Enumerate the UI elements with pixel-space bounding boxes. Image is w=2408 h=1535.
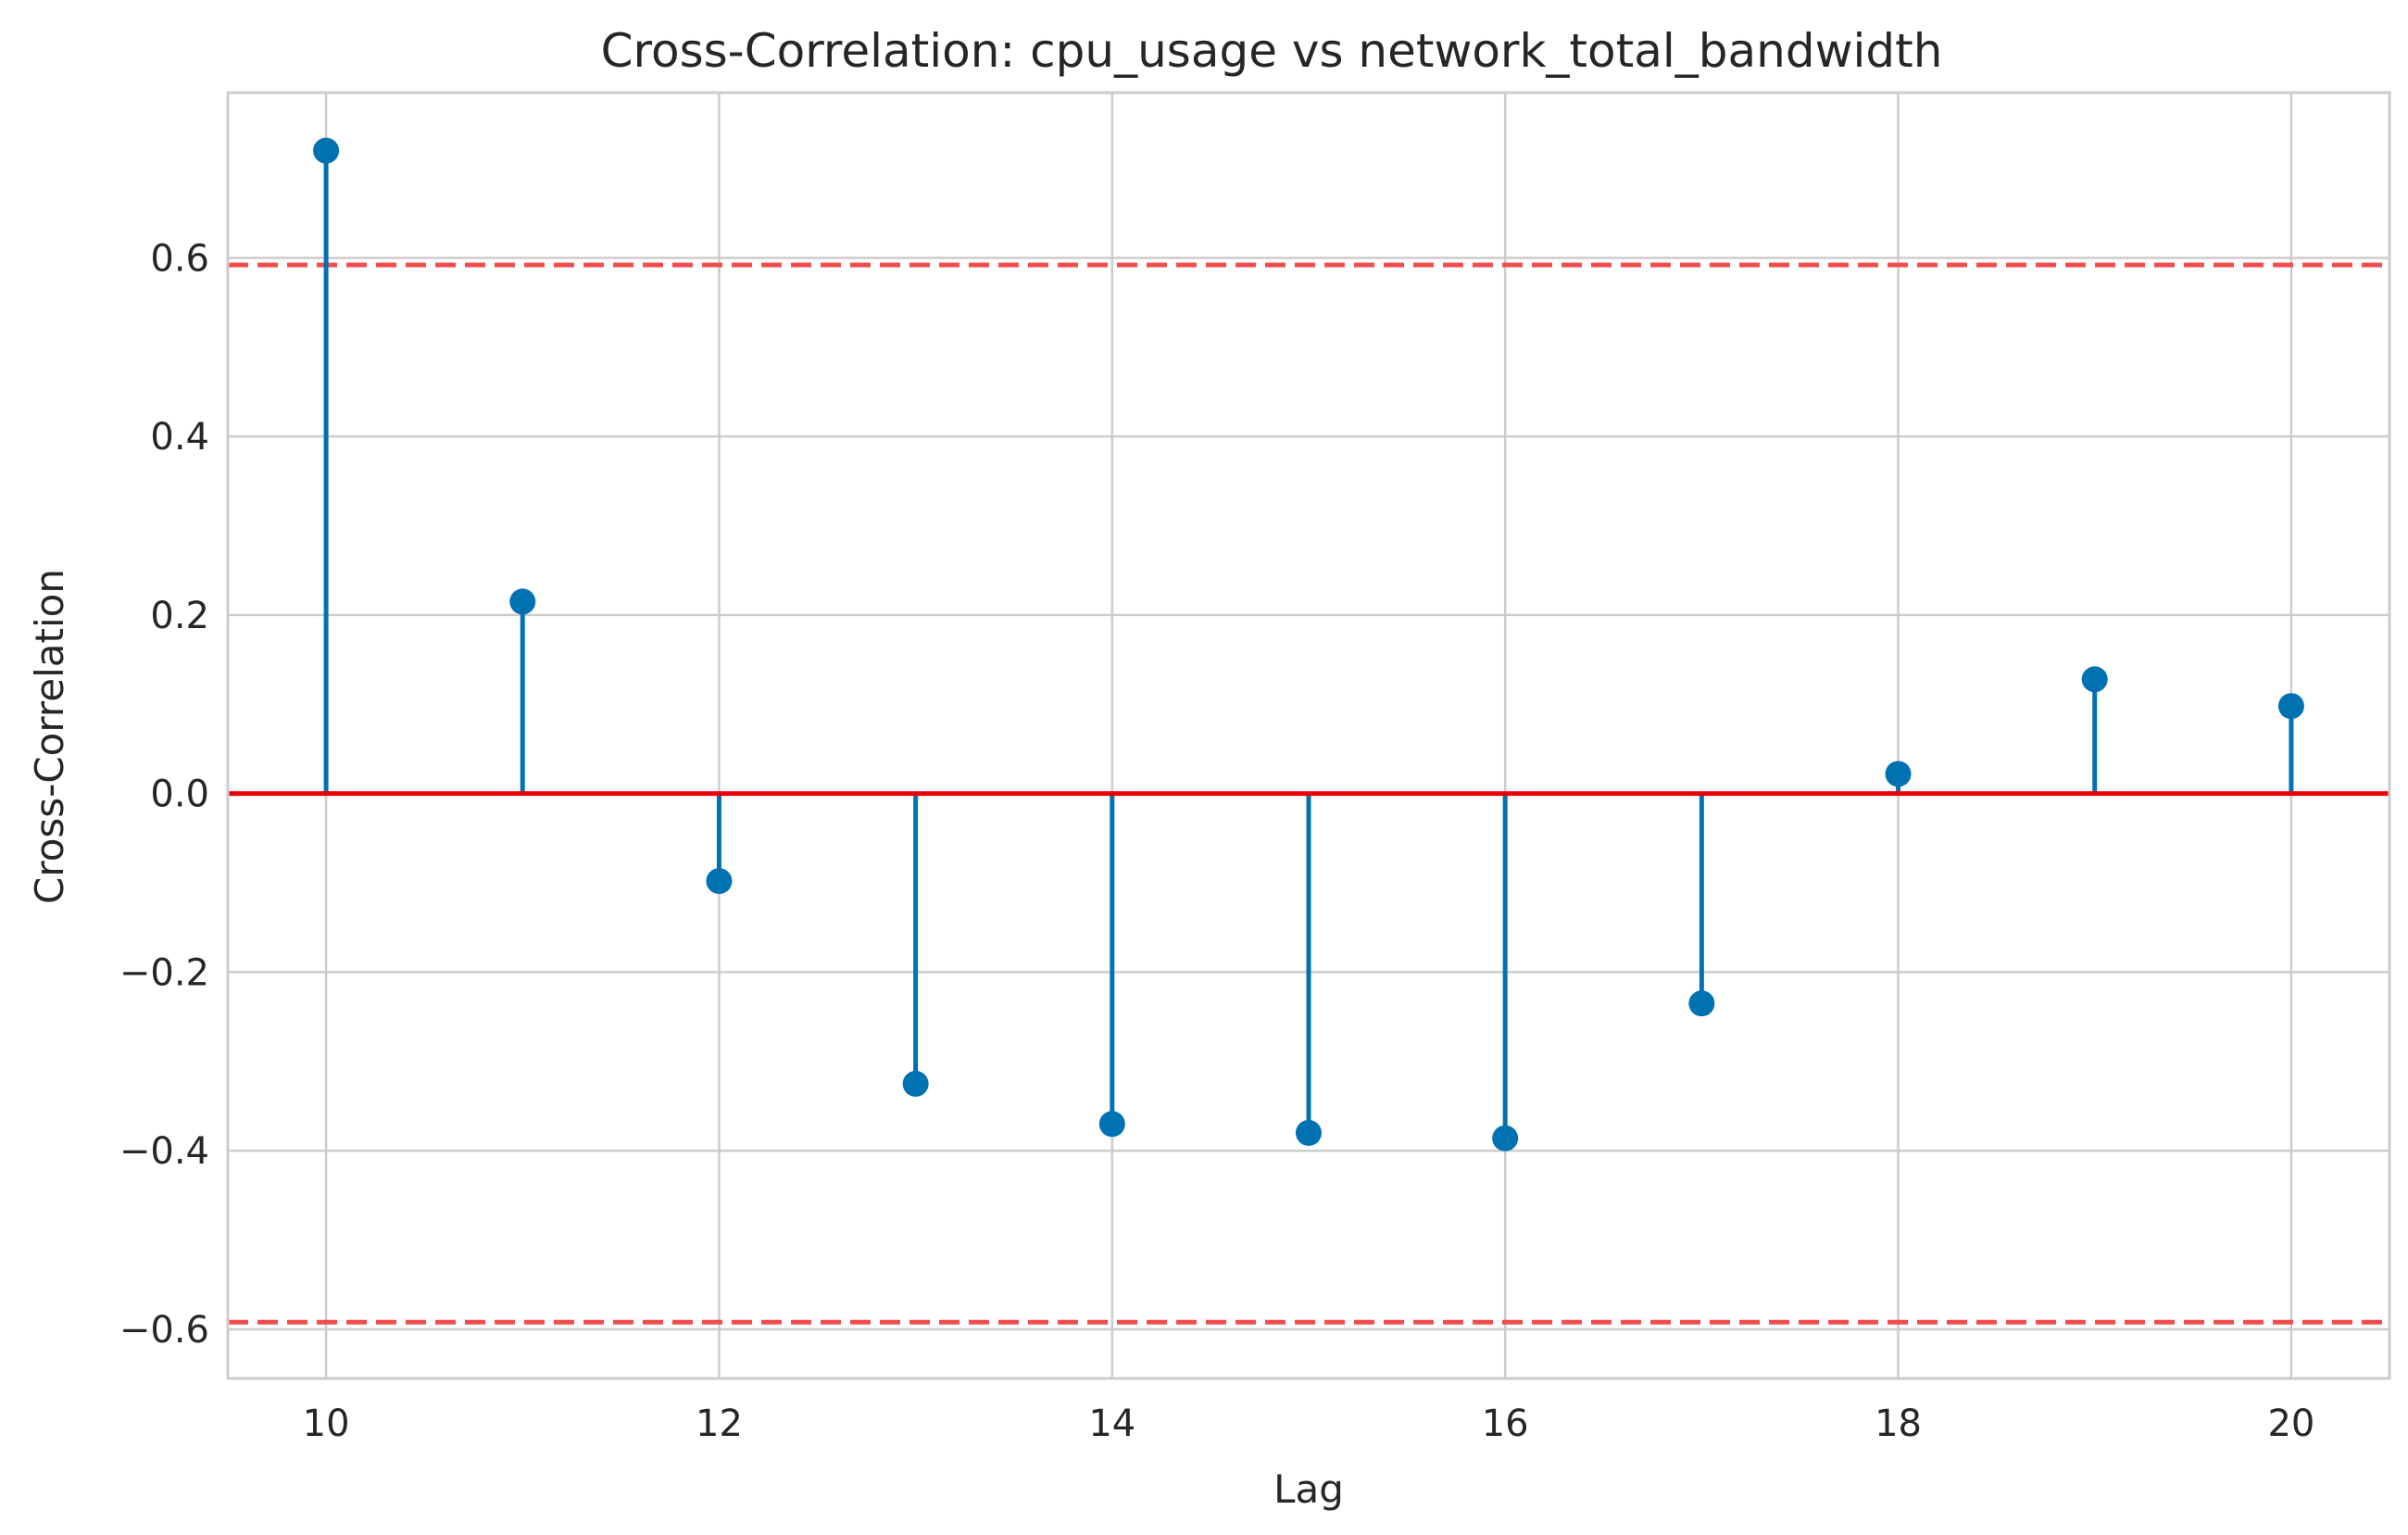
x-tick-label: 16	[1482, 1403, 1529, 1445]
x-tick-label: 18	[1875, 1403, 1922, 1445]
stem-marker	[1492, 1125, 1519, 1151]
y-tick-label: 0.0	[150, 774, 209, 816]
stem-marker	[1688, 990, 1715, 1017]
stem-marker	[1296, 1119, 1322, 1146]
plot-frame	[226, 91, 2391, 1380]
stem-marker	[1885, 761, 1912, 787]
stem-marker	[2277, 693, 2304, 720]
x-tick-label: 12	[696, 1403, 743, 1445]
chart-title: Cross-Correlation: cpu_usage vs network_…	[601, 24, 1943, 78]
y-tick-label: 0.6	[150, 237, 209, 280]
y-tick-label: 0.4	[150, 416, 209, 459]
reference-lines	[228, 262, 2389, 1325]
y-tick-label: −0.6	[119, 1309, 209, 1352]
stem-marker	[509, 588, 536, 615]
stem-marker	[313, 137, 340, 164]
tick-labels: 10 12 14 16 18 20 −0.6 −0.4 −0.2 0.0 0.2 0.4 0.6	[119, 237, 2315, 1445]
x-axis-label: Lag	[1273, 1466, 1344, 1512]
x-tick-label: 14	[1088, 1403, 1135, 1445]
stem-marker	[1098, 1111, 1125, 1138]
stem-marker	[902, 1070, 929, 1097]
x-tick-label: 20	[2267, 1403, 2314, 1445]
y-tick-label: −0.4	[119, 1130, 209, 1173]
y-tick-label: 0.2	[150, 595, 209, 637]
y-tick-label: −0.2	[119, 951, 209, 994]
stem-marker	[2081, 666, 2108, 693]
stem-series	[228, 137, 2389, 1151]
stem-marker	[706, 868, 733, 895]
y-axis-label: Cross-Correlation	[27, 569, 72, 904]
x-tick-label: 10	[303, 1403, 350, 1445]
